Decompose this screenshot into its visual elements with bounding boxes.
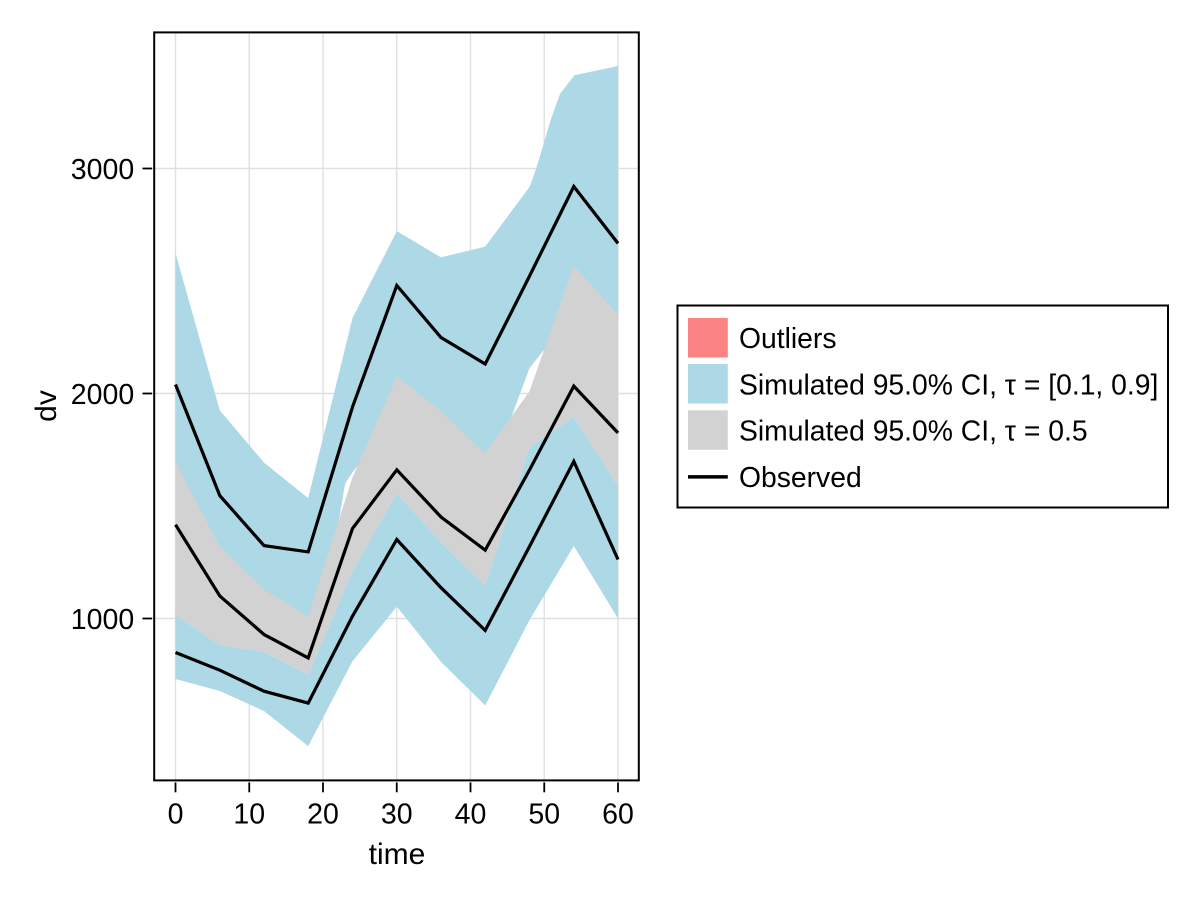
svg-text:0: 0 bbox=[168, 799, 184, 831]
svg-text:Observed: Observed bbox=[739, 461, 862, 493]
svg-text:40: 40 bbox=[455, 799, 487, 831]
svg-text:Outliers: Outliers bbox=[739, 322, 837, 354]
svg-text:50: 50 bbox=[528, 799, 560, 831]
svg-text:30: 30 bbox=[381, 799, 413, 831]
svg-text:2000: 2000 bbox=[71, 379, 134, 411]
svg-text:Simulated 95.0% CI, τ = 0.5: Simulated 95.0% CI, τ = 0.5 bbox=[739, 415, 1088, 447]
svg-text:60: 60 bbox=[602, 799, 634, 831]
svg-text:1000: 1000 bbox=[71, 604, 134, 636]
svg-text:dv: dv bbox=[30, 390, 63, 422]
svg-text:3000: 3000 bbox=[71, 154, 134, 186]
svg-text:10: 10 bbox=[233, 799, 265, 831]
svg-text:Simulated 95.0% CI, τ = [0.1,: Simulated 95.0% CI, τ = [0.1, 0.9] bbox=[739, 368, 1158, 400]
svg-text:time: time bbox=[369, 838, 426, 871]
svg-text:20: 20 bbox=[307, 799, 339, 831]
